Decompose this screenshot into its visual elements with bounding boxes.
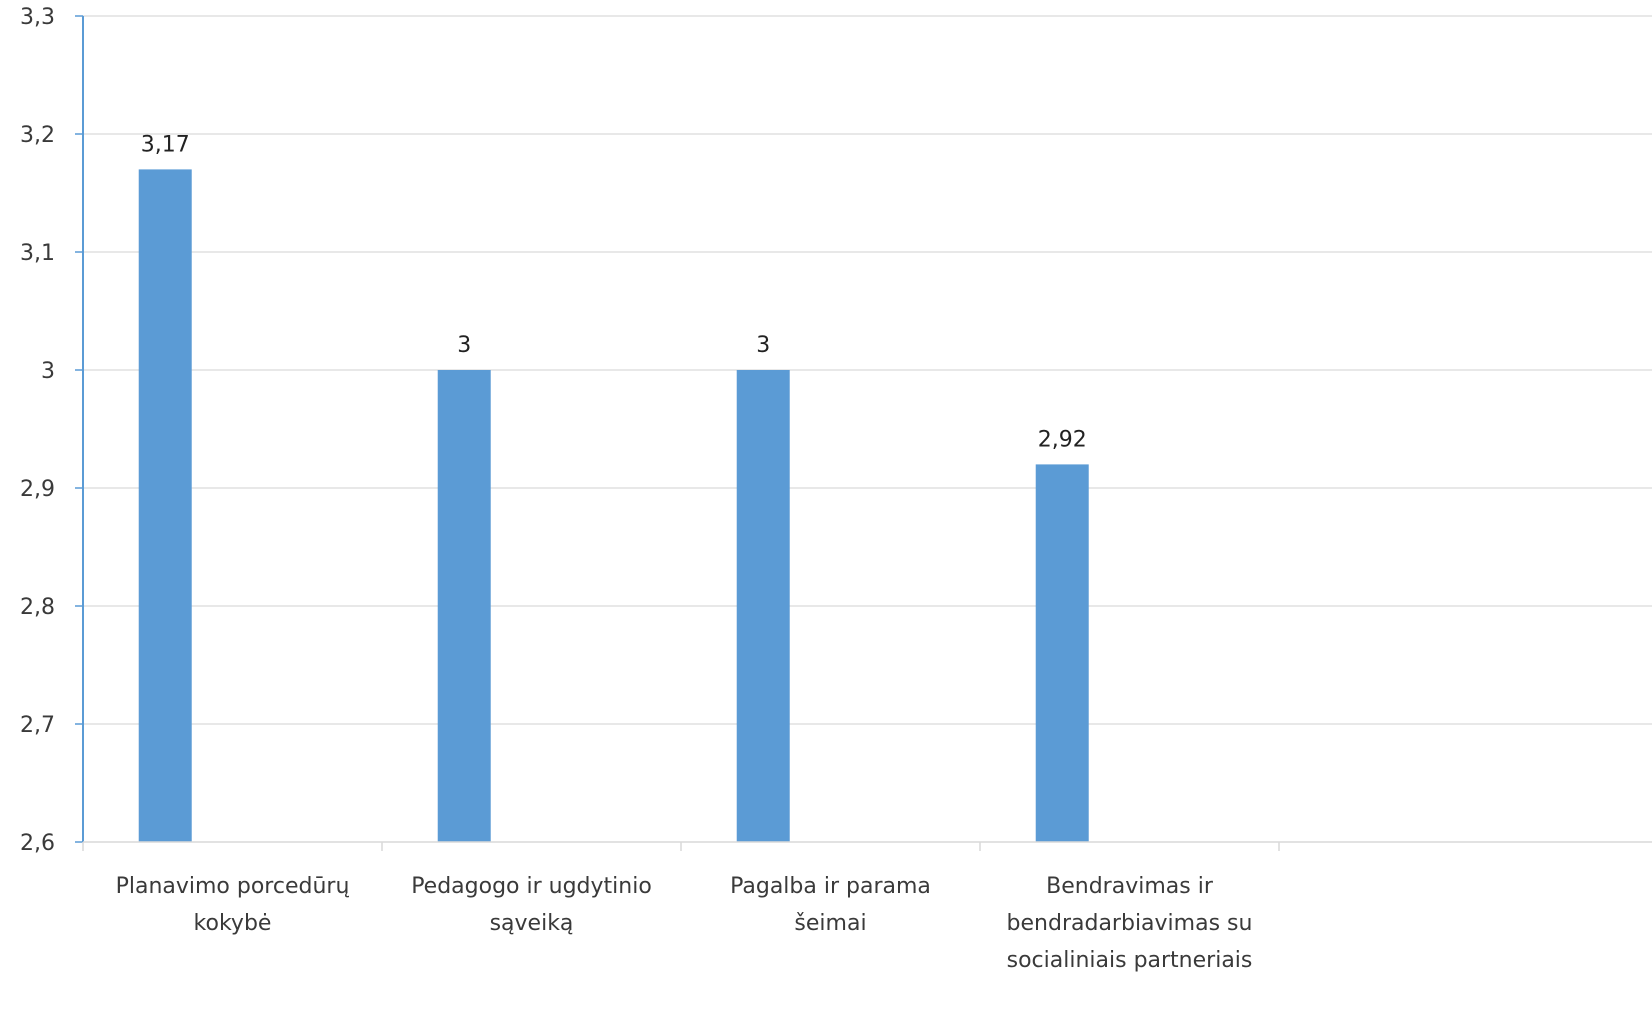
gridlines	[83, 15, 1652, 725]
y-tick-label: 3,3	[20, 5, 55, 30]
bars	[138, 169, 1089, 842]
x-category-label: Pagalba ir parama šeimai	[730, 874, 931, 936]
data-label: 3	[756, 333, 770, 358]
bar	[437, 370, 491, 842]
x-category-label: Planavimo porcedūrų kokybė	[116, 874, 350, 936]
y-tick-label: 3	[41, 359, 55, 384]
y-tick-label: 2,6	[20, 831, 55, 856]
x-category-label: Pedagogo ir ugdytinio sąveiką	[411, 874, 652, 936]
data-label: 3	[457, 333, 471, 358]
bar	[1035, 464, 1089, 842]
y-tick-label: 2,8	[20, 595, 55, 620]
y-tick-labels: 2,6 2,7 2,8 2,9 3 3,1 3,2 3,3	[20, 5, 55, 856]
axes	[75, 15, 1652, 851]
y-tick-label: 2,9	[20, 477, 55, 502]
y-tick-label: 3,2	[20, 123, 55, 148]
data-label: 2,92	[1038, 427, 1087, 452]
category-labels: Planavimo porcedūrų kokybė Pedagogo ir ugd…	[116, 874, 1253, 973]
y-tick-label: 2,7	[20, 713, 55, 738]
x-category-label: Bendravimas ir bendradarbiavimas su social…	[1007, 874, 1253, 973]
data-label: 3,17	[141, 132, 190, 157]
data-labels: 3,17 3 3 2,92	[141, 132, 1087, 452]
bar	[138, 169, 192, 842]
y-tick-label: 3,1	[20, 241, 55, 266]
bar	[736, 370, 790, 842]
